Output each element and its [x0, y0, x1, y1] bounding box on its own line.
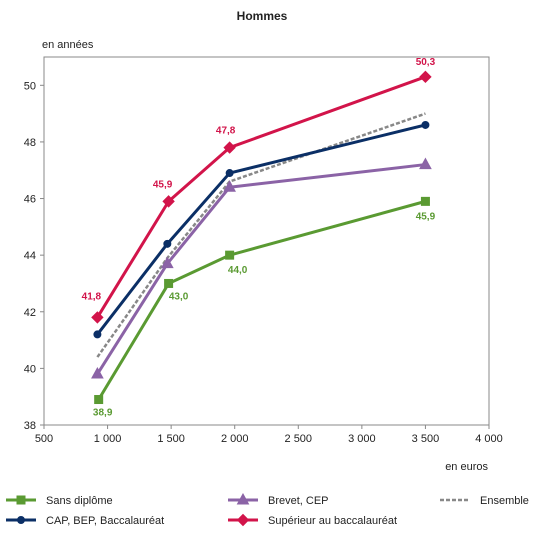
legend-item: CAP, BEP, Baccalauréat: [6, 515, 164, 527]
data-label: 50,3: [416, 57, 436, 68]
x-tick-label: 3 500: [412, 433, 440, 445]
series-line: [97, 199, 426, 401]
legend-label: Brevet, CEP: [268, 495, 329, 507]
plot-area: [43, 56, 490, 426]
data-point-triangle: [223, 180, 236, 192]
series-line: [96, 112, 426, 358]
data-point-diamond: [419, 70, 432, 84]
data-point-diamond: [236, 513, 250, 527]
data-point-triangle: [91, 367, 104, 379]
legend-item: Supérieur au baccalauréat: [228, 513, 397, 527]
series-cap-bep-baccalaur-at: [93, 120, 430, 339]
y-tick-label: 50: [24, 80, 36, 92]
data-point-triangle: [419, 157, 432, 170]
series-line: [96, 75, 426, 319]
series-layer: [91, 70, 432, 405]
series-sup-rieur-au-baccalaur-at: [91, 70, 432, 324]
legend-item: Brevet, CEP: [228, 492, 329, 507]
data-label: 45,9: [416, 211, 436, 222]
data-label: 45,9: [153, 179, 173, 190]
legend-label: CAP, BEP, Baccalauréat: [46, 515, 164, 527]
legend-item: Sans diplôme: [6, 495, 113, 507]
data-label: 43,0: [169, 291, 189, 302]
y-axis-ticks: 38 40 42 44 46 48 50: [24, 80, 44, 432]
legend-item: Ensemble: [440, 495, 529, 507]
legend-label: Ensemble: [480, 495, 529, 507]
data-point-circle: [17, 516, 25, 524]
y-tick-label: 38: [24, 420, 36, 432]
x-tick-label: 2 500: [285, 433, 313, 445]
series-line: [96, 163, 426, 375]
data-point-circle: [93, 330, 102, 339]
series-line: [96, 123, 426, 336]
data-label: 47,8: [216, 126, 236, 137]
x-tick-label: 4 000: [475, 433, 503, 445]
legend-label: Supérieur au baccalauréat: [268, 515, 397, 527]
x-tick-label: 2 000: [221, 433, 249, 445]
data-point-square: [94, 395, 104, 405]
data-point-square: [164, 278, 174, 288]
y-axis-label: en années: [42, 39, 94, 51]
x-tick-label: 500: [35, 433, 53, 445]
data-point-square: [420, 196, 430, 206]
y-tick-label: 44: [24, 250, 36, 262]
data-point-square: [225, 250, 235, 260]
legend-label: Sans diplôme: [46, 495, 113, 507]
y-tick-label: 48: [24, 137, 36, 149]
data-label: 38,9: [93, 408, 113, 419]
data-point-circle: [421, 120, 430, 129]
y-tick-label: 40: [24, 363, 36, 375]
data-label: 44,0: [228, 265, 248, 276]
series-ensemble: [96, 112, 426, 358]
data-point-triangle: [160, 256, 174, 269]
data-labels: 38,9 43,0 44,0 45,9 41,8 45,9 47,8 50,3: [82, 57, 436, 419]
x-tick-label: 1 000: [94, 433, 122, 445]
x-axis-label: en euros: [445, 461, 488, 473]
chart-title: Hommes: [237, 9, 288, 23]
data-point-diamond: [223, 141, 236, 154]
legend: Sans diplôme CAP, BEP, Baccalauréat Brevet…: [6, 492, 529, 527]
data-point-circle: [163, 239, 172, 248]
x-axis-ticks: 500 1 000 1 500 2 000 2 500 3 000 3 500 4 000: [35, 425, 503, 445]
data-point-square: [16, 495, 26, 505]
y-tick-label: 42: [24, 307, 36, 319]
data-point-diamond: [91, 311, 104, 324]
y-tick-label: 46: [24, 194, 36, 206]
data-point-triangle: [236, 492, 250, 505]
series-brevet-cep: [91, 157, 432, 379]
data-label: 41,8: [82, 291, 102, 302]
data-point-diamond: [162, 195, 175, 208]
x-tick-label: 1 500: [157, 433, 185, 445]
x-tick-label: 3 000: [348, 433, 376, 445]
series-sans-dipl-me: [94, 196, 430, 405]
data-point-circle: [225, 169, 234, 178]
